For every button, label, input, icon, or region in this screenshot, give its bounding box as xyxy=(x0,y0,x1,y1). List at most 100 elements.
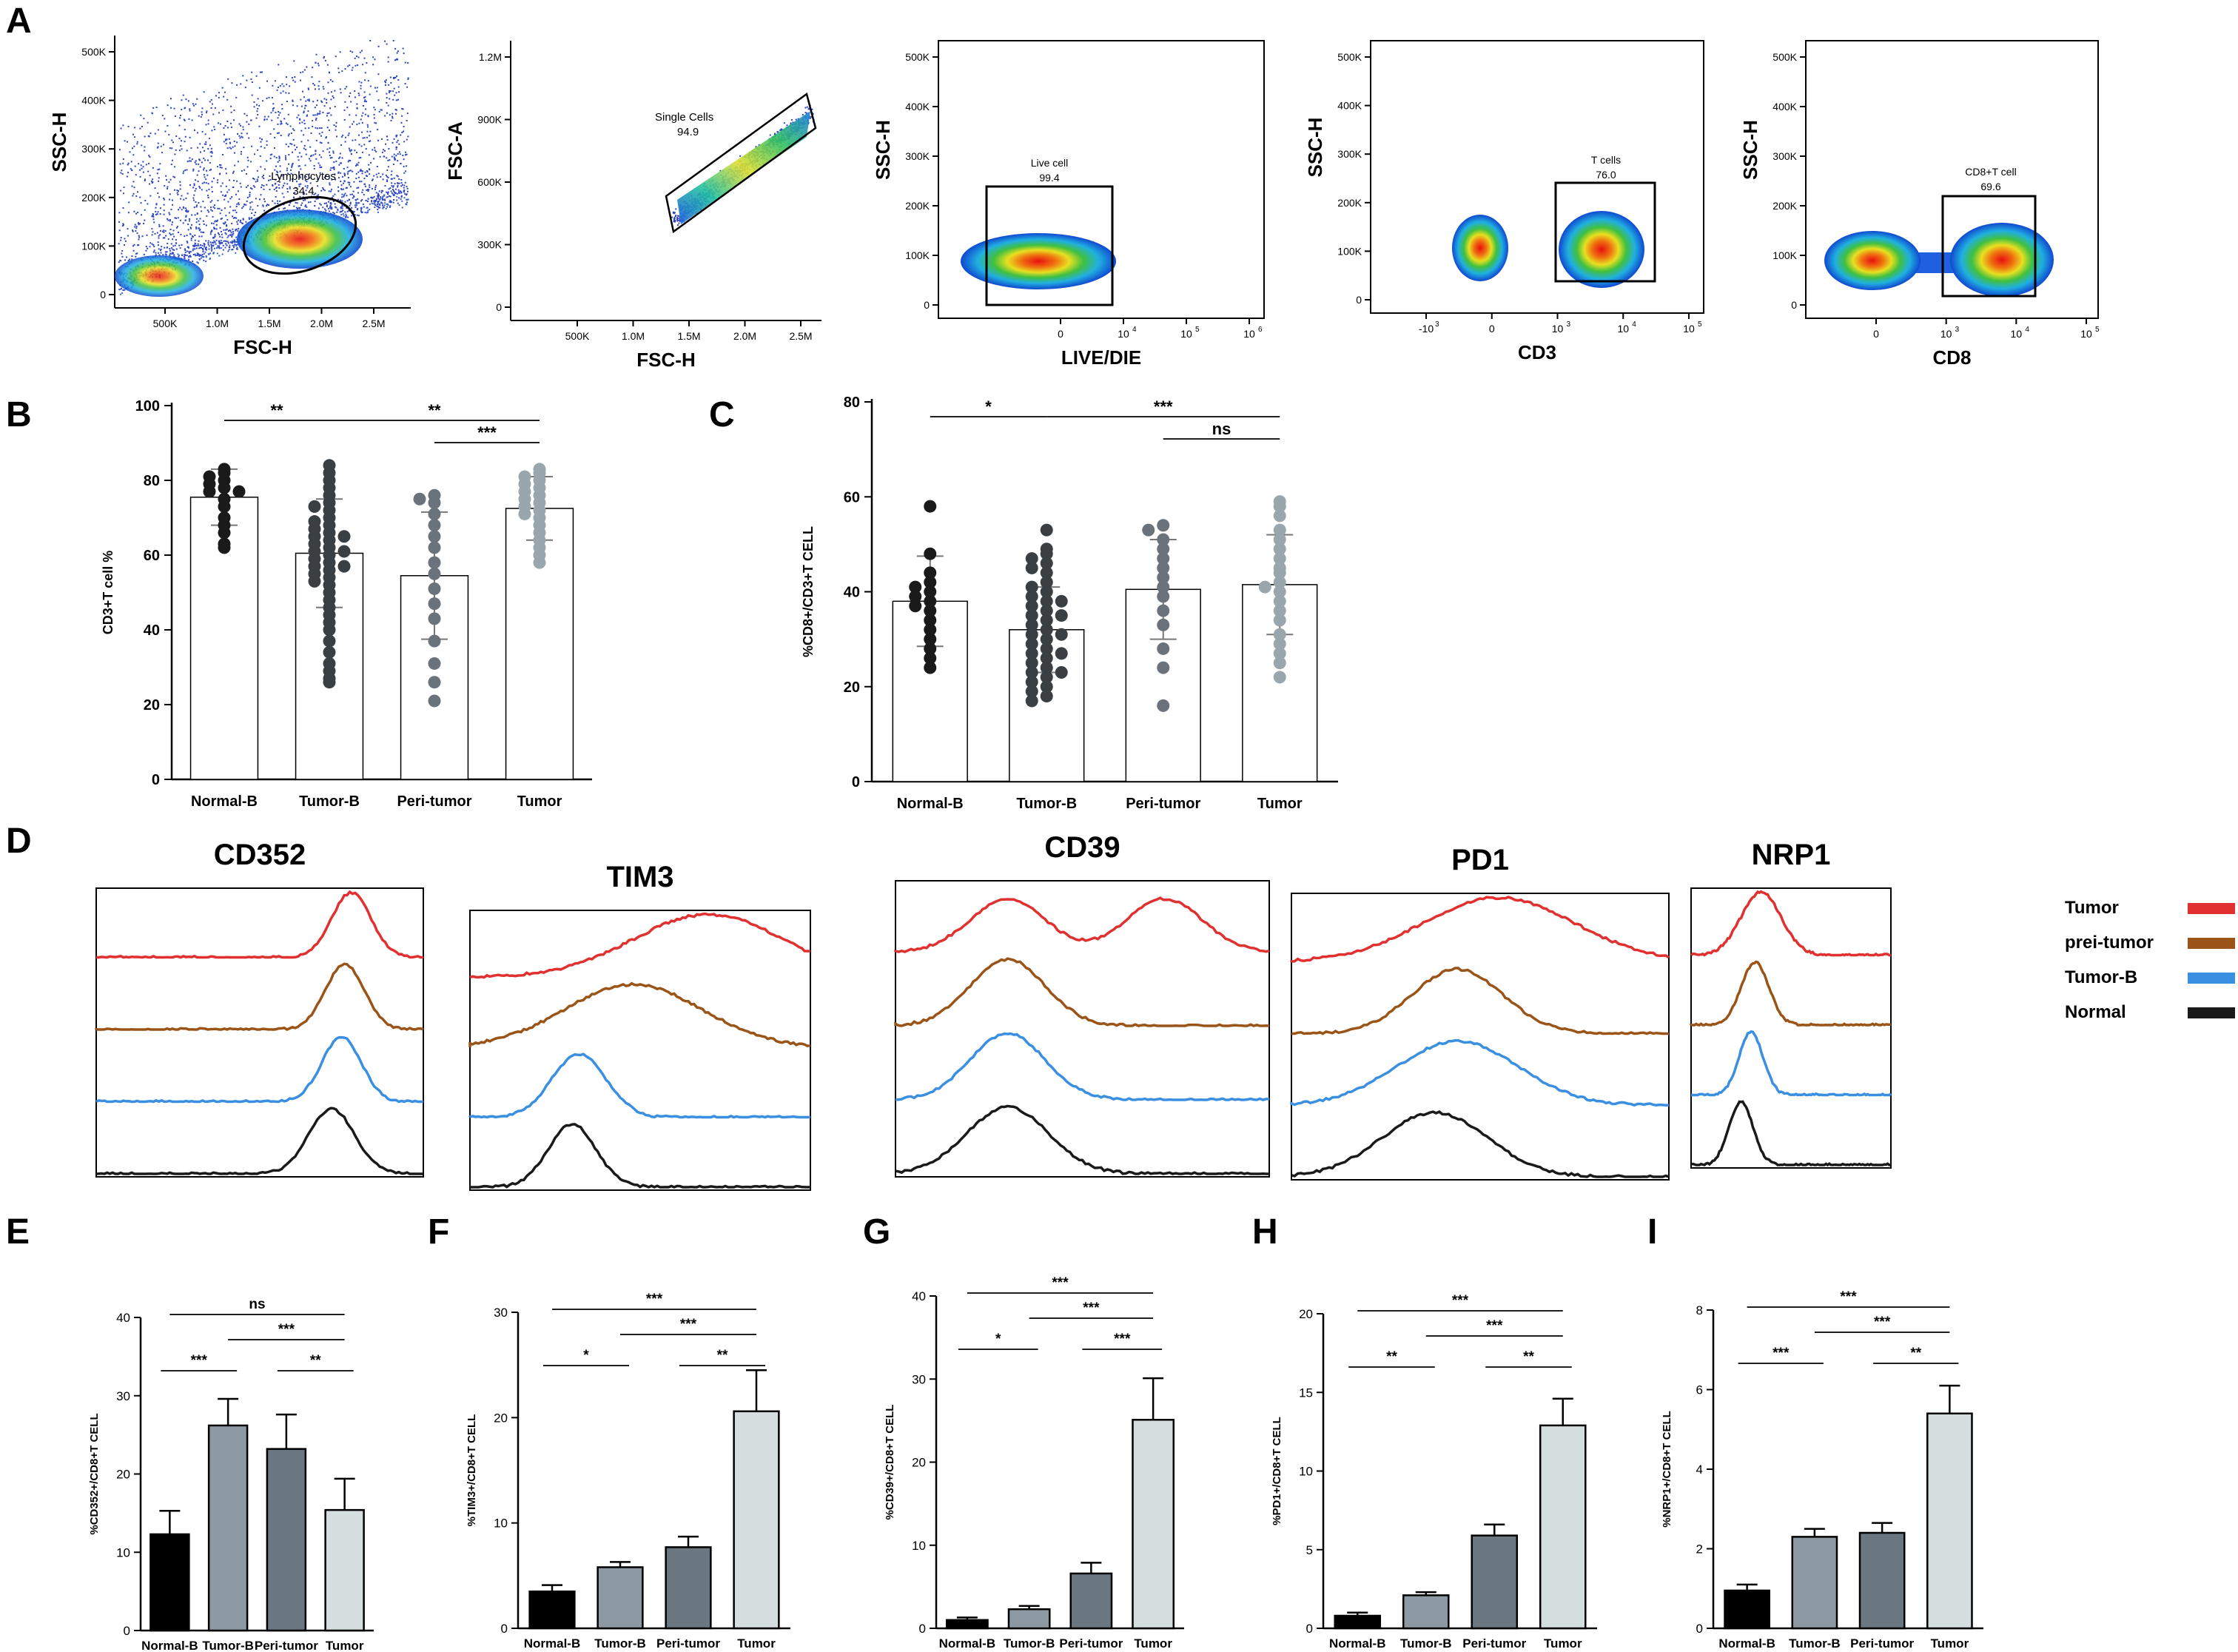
event-dot xyxy=(357,192,360,194)
event-dot xyxy=(291,166,293,168)
event-dot xyxy=(363,137,366,139)
event-dot xyxy=(195,206,198,208)
event-dot xyxy=(362,137,364,139)
x-tick-exponent: 4 xyxy=(1132,326,1137,334)
event-dot xyxy=(181,254,183,256)
event-dot xyxy=(386,135,388,138)
event-dot xyxy=(236,203,238,205)
event-dot xyxy=(233,179,235,181)
event-dot xyxy=(210,246,212,249)
event-dot xyxy=(221,209,223,212)
event-dot xyxy=(321,131,323,133)
histogram-curve xyxy=(1291,967,1669,1035)
event-dot xyxy=(342,212,344,215)
event-dot xyxy=(202,249,204,251)
event-dot xyxy=(396,141,398,144)
event-dot xyxy=(397,58,399,61)
legend-label: prei-tumor xyxy=(2065,933,2154,953)
significance-label: * xyxy=(583,1348,589,1363)
event-dot xyxy=(201,235,203,238)
bar xyxy=(945,1619,989,1630)
event-dot xyxy=(269,178,272,181)
event-dot xyxy=(403,184,406,187)
event-dot xyxy=(257,98,259,100)
event-dot xyxy=(173,255,175,258)
event-dot xyxy=(198,247,201,249)
event-dot xyxy=(196,261,198,263)
event-dot xyxy=(225,195,227,197)
data-point xyxy=(428,634,441,648)
event-dot xyxy=(235,217,238,219)
event-dot xyxy=(127,228,129,230)
event-dot xyxy=(251,201,253,203)
data-point xyxy=(428,597,441,611)
event-dot xyxy=(320,204,322,206)
data-point xyxy=(924,633,937,646)
event-dot xyxy=(128,201,130,204)
event-dot xyxy=(397,186,399,188)
event-dot xyxy=(355,114,357,116)
event-dot xyxy=(318,154,320,156)
event-dot xyxy=(337,171,340,173)
event-dot xyxy=(167,104,169,107)
event-dot xyxy=(135,174,137,176)
bar xyxy=(665,1546,712,1630)
event-dot xyxy=(403,141,406,143)
event-dot xyxy=(331,206,333,209)
event-dot xyxy=(340,199,342,201)
event-dot xyxy=(335,178,337,181)
event-dot xyxy=(283,118,286,120)
event-dot xyxy=(330,167,332,169)
event-dot xyxy=(377,99,380,101)
event-dot xyxy=(134,226,136,228)
event-dot xyxy=(256,110,258,113)
event-dot xyxy=(266,205,268,207)
event-dot xyxy=(377,195,380,197)
event-dot xyxy=(176,192,178,194)
event-dot xyxy=(357,198,359,201)
event-dot xyxy=(400,178,403,181)
y-tick-label: 100 xyxy=(135,398,160,414)
event-dot xyxy=(289,187,291,189)
event-dot xyxy=(231,196,233,198)
event-dot xyxy=(262,174,264,176)
event-dot xyxy=(249,192,251,194)
data-point xyxy=(308,500,321,513)
event-dot xyxy=(386,203,388,205)
event-dot xyxy=(243,203,246,205)
event-dot xyxy=(168,181,170,184)
y-tick-label: 100K xyxy=(81,240,106,252)
event-dot xyxy=(400,195,403,197)
event-dot xyxy=(246,121,248,123)
event-dot xyxy=(404,83,406,85)
event-dot xyxy=(403,187,405,189)
y-tick-label: 10 xyxy=(116,1545,130,1559)
event-dot xyxy=(247,159,249,161)
event-dot xyxy=(303,107,306,110)
event-dot xyxy=(404,181,406,184)
event-dot xyxy=(292,99,294,101)
event-dot xyxy=(218,96,220,98)
data-point xyxy=(924,623,937,637)
event-dot xyxy=(214,129,216,131)
event-dot xyxy=(164,185,166,187)
event-dot xyxy=(273,155,275,158)
event-dot xyxy=(186,246,189,248)
event-dot xyxy=(367,198,369,200)
event-dot xyxy=(346,195,348,197)
data-point xyxy=(1157,571,1170,584)
event-dot xyxy=(298,114,300,116)
x-tick-label: Peri-tumor xyxy=(656,1636,720,1651)
event-dot xyxy=(193,183,195,185)
event-dot xyxy=(356,209,358,211)
event-dot xyxy=(398,182,400,184)
density-cloud xyxy=(1824,231,1921,290)
y-tick-label: 500K xyxy=(1337,51,1362,63)
event-dot xyxy=(354,199,357,201)
event-dot xyxy=(397,175,399,178)
event-dot xyxy=(250,78,252,81)
event-dot xyxy=(153,221,155,224)
event-dot xyxy=(207,123,209,125)
event-dot xyxy=(386,157,388,159)
